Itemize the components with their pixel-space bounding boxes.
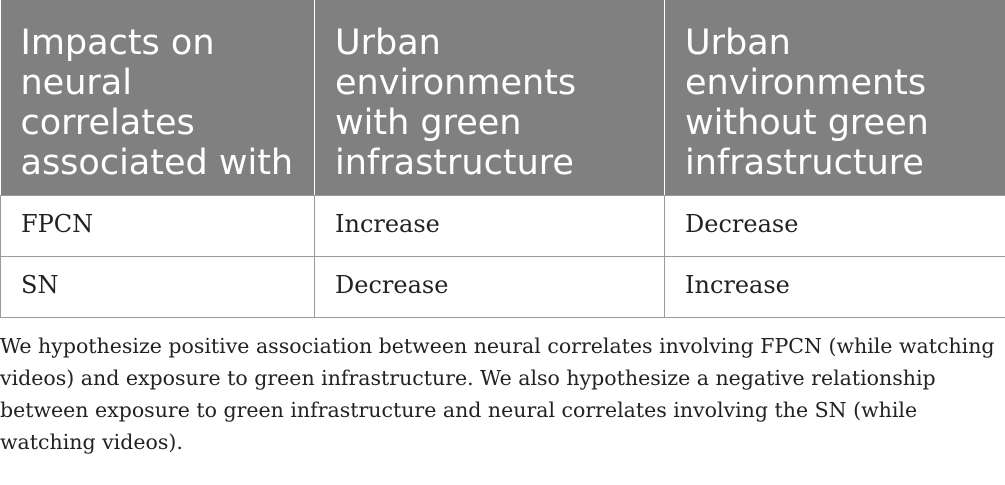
with-green-cell: Decrease (314, 256, 665, 318)
table-body: FPCN Increase Decrease SN Decrease Incre… (0, 195, 1005, 318)
table-row: FPCN Increase Decrease (0, 195, 1005, 257)
without-green-cell: Decrease (664, 195, 1005, 257)
table-footnote: We hypothesize positive association betw… (0, 334, 995, 454)
hypothesis-table-container: Impacts on neural correlates associated … (0, 0, 1005, 318)
header-row: Impacts on neural correlates associated … (0, 0, 1005, 196)
column-header-without-green: Urban environments without green infrast… (664, 0, 1005, 196)
hypothesis-table: Impacts on neural correlates associated … (0, 0, 1005, 318)
table-header: Impacts on neural correlates associated … (0, 0, 1005, 196)
with-green-cell: Increase (314, 195, 665, 257)
column-header-impacts: Impacts on neural correlates associated … (0, 0, 315, 196)
row-label-cell: FPCN (0, 195, 315, 257)
column-header-with-green: Urban environments with green infrastruc… (314, 0, 665, 196)
without-green-cell: Increase (664, 256, 1005, 318)
row-label-cell: SN (0, 256, 315, 318)
table-row: SN Decrease Increase (0, 256, 1005, 318)
